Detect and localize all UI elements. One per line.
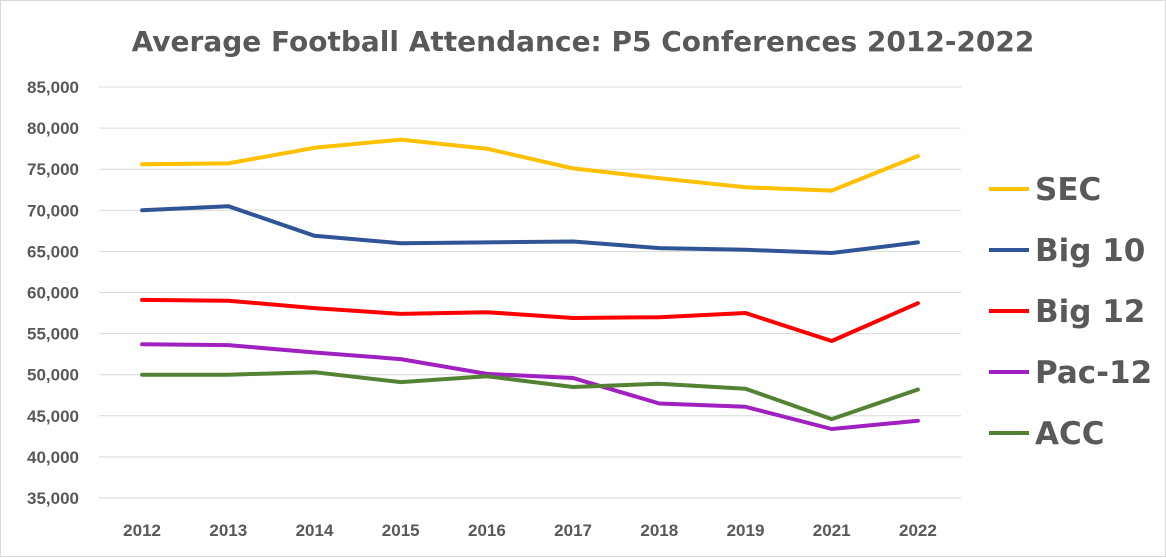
y-tick-label: 70,000 bbox=[27, 201, 79, 220]
y-axis-ticks: 35,000 40,000 45,000 50,000 55,000 60,000 65,0… bbox=[27, 78, 79, 508]
gridlines bbox=[99, 86, 961, 499]
y-tick-label: 35,000 bbox=[27, 489, 79, 508]
legend-label-sec: SEC bbox=[1035, 172, 1101, 208]
series-line-acc bbox=[140, 370, 920, 422]
legend-label-big-12: Big 12 bbox=[1035, 294, 1145, 330]
x-tick-label: 2015 bbox=[382, 521, 420, 540]
y-tick-label: 55,000 bbox=[27, 325, 79, 344]
y-tick-label: 40,000 bbox=[27, 448, 79, 467]
y-tick-label: 80,000 bbox=[27, 119, 79, 138]
x-tick-label: 2013 bbox=[209, 521, 247, 540]
x-tick-label: 2022 bbox=[899, 521, 937, 540]
y-tick-label: 85,000 bbox=[27, 78, 79, 97]
legend: SEC Big 10 Big 12 Pac-12 ACC bbox=[989, 172, 1152, 452]
chart-title: Average Football Attendance: P5 Conferen… bbox=[132, 25, 1035, 58]
series-lines bbox=[140, 137, 920, 431]
y-tick-label: 75,000 bbox=[27, 160, 79, 179]
series-line-sec bbox=[140, 137, 920, 193]
legend-label-acc: ACC bbox=[1035, 416, 1105, 452]
legend-label-pac-12: Pac-12 bbox=[1035, 355, 1152, 391]
series-line-big-10 bbox=[140, 204, 920, 255]
x-tick-label: 2014 bbox=[296, 521, 334, 540]
x-tick-label: 2012 bbox=[123, 521, 161, 540]
y-tick-label: 65,000 bbox=[27, 242, 79, 261]
y-tick-label: 50,000 bbox=[27, 366, 79, 385]
x-tick-label: 2017 bbox=[554, 521, 592, 540]
x-tick-label: 2019 bbox=[727, 521, 765, 540]
x-tick-label: 2021 bbox=[813, 521, 851, 540]
y-tick-label: 45,000 bbox=[27, 407, 79, 426]
y-tick-label: 60,000 bbox=[27, 284, 79, 303]
x-tick-label: 2018 bbox=[640, 521, 678, 540]
series-line-pac-12 bbox=[140, 342, 920, 431]
x-axis-ticks: 2012 2013 2014 2015 2016 2017 2018 2019 2021 2022 bbox=[123, 521, 937, 540]
series-line-big-12 bbox=[140, 297, 920, 343]
legend-label-big-10: Big 10 bbox=[1035, 233, 1145, 269]
x-tick-label: 2016 bbox=[468, 521, 506, 540]
